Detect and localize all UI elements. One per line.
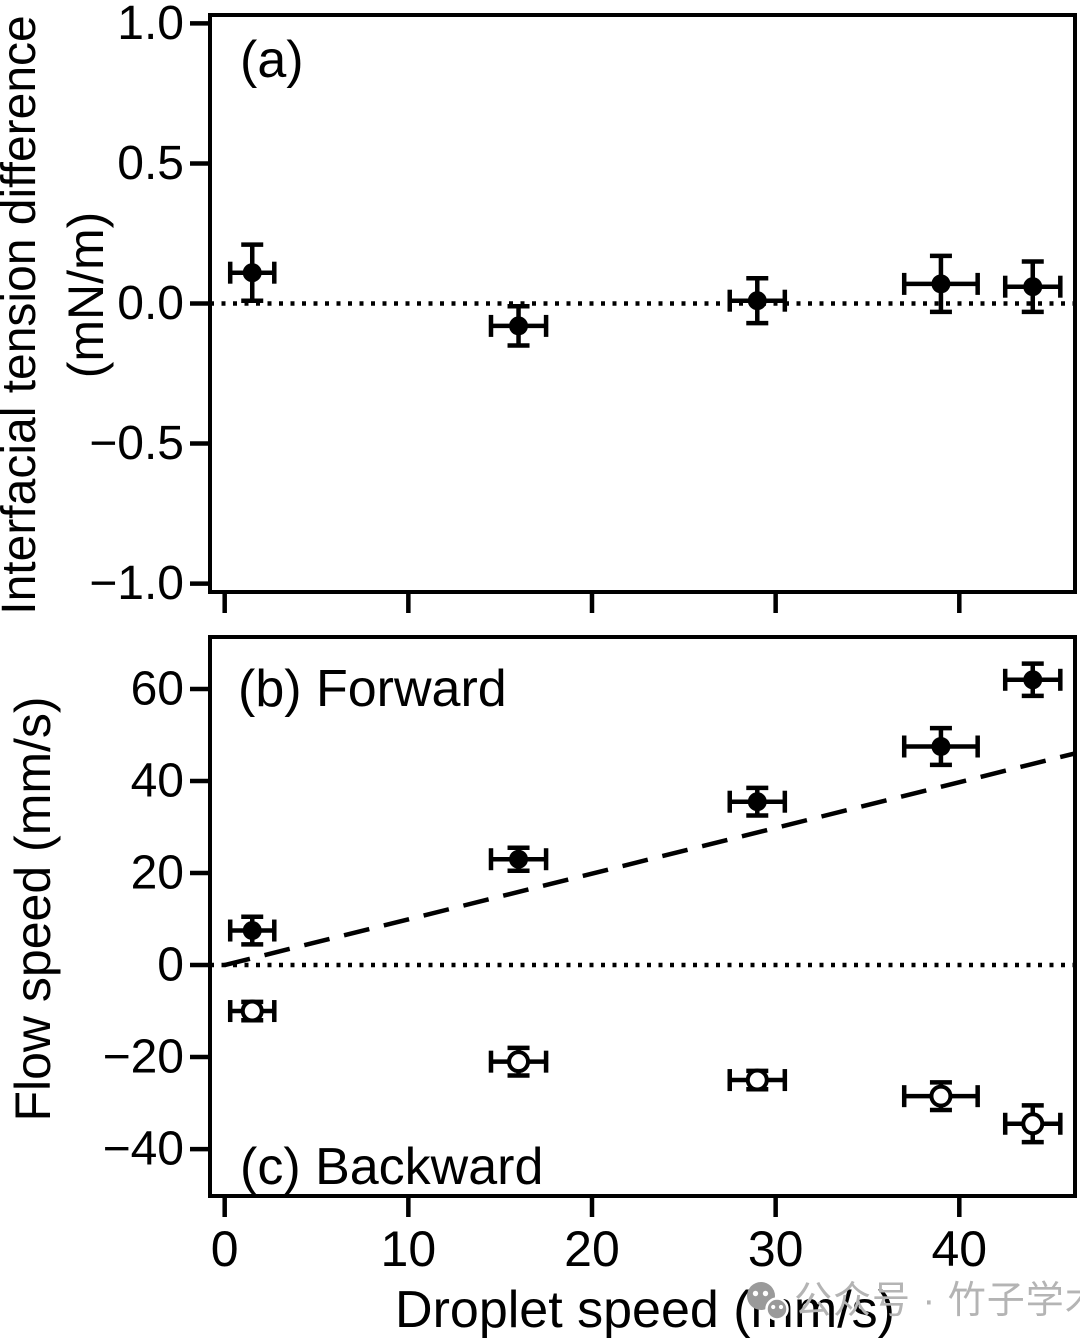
data-point-filled-circle xyxy=(1002,259,1063,315)
plot-frame xyxy=(208,635,1077,1198)
x-tick-label: 10 xyxy=(381,1221,437,1277)
data-point-filled-circle xyxy=(727,785,788,818)
y-tick-label: −20 xyxy=(103,1031,184,1084)
data-point-filled-circle xyxy=(901,253,980,315)
data-point-filled-circle xyxy=(227,914,277,947)
trend-dashed-line xyxy=(224,751,1076,968)
x-tick-label: 0 xyxy=(211,1221,239,1277)
data-point-open-circle xyxy=(227,999,277,1023)
y-tick-label: −40 xyxy=(103,1123,184,1176)
x-axis-title: Droplet speed (mm/s) xyxy=(395,1281,895,1339)
y-axis-title-bottom: Flow speed (mm/s) xyxy=(5,696,61,1122)
data-point-open-circle xyxy=(727,1068,788,1092)
panel-a-label: (a) xyxy=(240,31,304,89)
x-tick-label: 30 xyxy=(748,1221,804,1277)
y-tick-label: −0.5 xyxy=(89,417,184,470)
x-tick-label: 20 xyxy=(564,1221,620,1277)
y-axis-title-top-units: (mN/m) xyxy=(58,211,114,379)
y-tick-label: 60 xyxy=(131,662,184,715)
data-point-filled-circle xyxy=(488,304,549,348)
y-tick-label: 1.0 xyxy=(117,0,184,50)
data-point-filled-circle xyxy=(727,276,788,326)
y-tick-label: 0.0 xyxy=(117,277,184,330)
y-tick-label: 0 xyxy=(157,939,184,992)
y-axis-title-top: Interfacial tension difference xyxy=(0,15,46,615)
y-tick-label: 0.5 xyxy=(117,137,184,190)
y-tick-label: −1.0 xyxy=(89,557,184,610)
y-tick-label: 40 xyxy=(131,755,184,808)
data-point-open-circle xyxy=(488,1045,549,1078)
watermark-text: 公众号 · 竹子学术 xyxy=(794,1280,1080,1322)
data-point-filled-circle xyxy=(901,725,980,768)
data-point-filled-circle xyxy=(227,242,277,303)
data-point-open-circle xyxy=(1002,1103,1063,1145)
data-point-filled-circle xyxy=(488,845,549,873)
data-point-open-circle xyxy=(901,1080,980,1113)
panel-b-label: (b) Forward xyxy=(238,660,507,718)
y-tick-label: 20 xyxy=(131,847,184,900)
panel-c-label: (c) Backward xyxy=(240,1138,544,1196)
x-tick-label: 40 xyxy=(931,1221,987,1277)
wechat-icon xyxy=(747,1282,789,1321)
data-point-filled-circle xyxy=(1002,661,1063,699)
